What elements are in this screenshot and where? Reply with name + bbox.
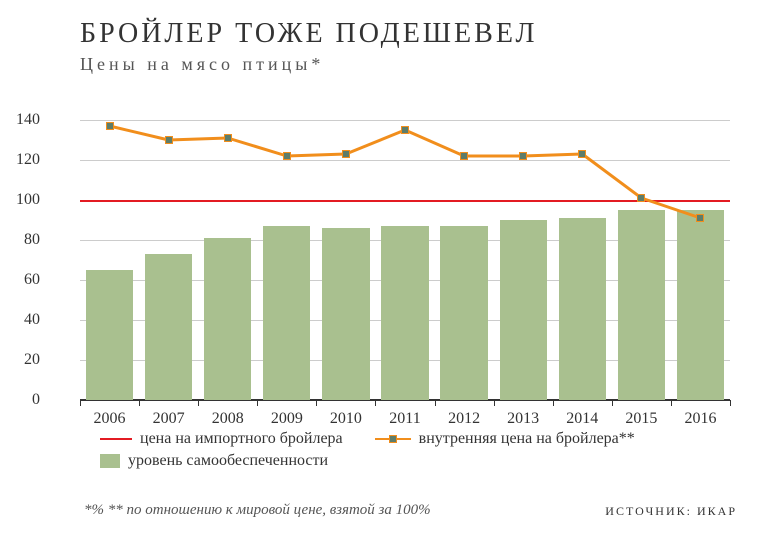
x-tick (375, 400, 376, 406)
line-marker (696, 214, 704, 222)
line-marker (401, 126, 409, 134)
source-prefix: ИСТОЧНИК: (605, 504, 697, 518)
x-axis-label: 2009 (271, 410, 303, 428)
line-marker (342, 150, 350, 158)
x-axis-label: 2016 (684, 410, 716, 428)
plot-area (80, 100, 730, 400)
x-tick (198, 400, 199, 406)
x-axis-label: 2008 (212, 410, 244, 428)
x-tick (316, 400, 317, 406)
legend-item-domestic: внутренняя цена на бройлера** (375, 430, 635, 448)
x-axis-label: 2011 (389, 410, 420, 428)
x-axis-label: 2012 (448, 410, 480, 428)
line-marker (224, 134, 232, 142)
line-marker (165, 136, 173, 144)
y-axis-label: 80 (0, 231, 40, 249)
line-marker (637, 194, 645, 202)
x-tick (257, 400, 258, 406)
chart-subtitle: Цены на мясо птицы* (80, 54, 324, 75)
line-marker (460, 152, 468, 160)
x-tick (730, 400, 731, 406)
legend-swatch-import (100, 438, 132, 440)
y-axis-label: 140 (0, 111, 40, 129)
x-axis-label: 2006 (94, 410, 126, 428)
legend-swatch-self (100, 454, 120, 468)
footnote: *% ** по отношению к мировой цене, взято… (84, 502, 684, 519)
legend: цена на импортного бройлера внутренняя ц… (100, 430, 740, 474)
x-tick (553, 400, 554, 406)
source-name: ИКАР (697, 504, 737, 518)
legend-item-import: цена на импортного бройлера (100, 430, 343, 448)
x-axis-label: 2015 (625, 410, 657, 428)
x-tick (80, 400, 81, 406)
y-axis-label: 120 (0, 151, 40, 169)
y-axis-label: 100 (0, 191, 40, 209)
x-axis-label: 2014 (566, 410, 598, 428)
x-axis-label: 2010 (330, 410, 362, 428)
chart-container: БРОЙЛЕР ТОЖЕ ПОДЕШЕВЕЛ Цены на мясо птиц… (0, 0, 767, 537)
chart-title: БРОЙЛЕР ТОЖЕ ПОДЕШЕВЕЛ (80, 18, 538, 50)
x-tick (139, 400, 140, 406)
legend-label-domestic: внутренняя цена на бройлера** (419, 430, 635, 448)
y-axis-label: 60 (0, 271, 40, 289)
line-series (80, 100, 730, 400)
x-tick (612, 400, 613, 406)
source: ИСТОЧНИК: ИКАР (605, 504, 737, 519)
legend-item-self: уровень самообеспеченности (100, 452, 328, 470)
line-marker (106, 122, 114, 130)
line-marker (578, 150, 586, 158)
y-axis-label: 20 (0, 351, 40, 369)
legend-label-import: цена на импортного бройлера (140, 430, 343, 448)
x-tick (494, 400, 495, 406)
y-axis-label: 40 (0, 311, 40, 329)
legend-swatch-domestic (375, 433, 411, 445)
x-axis-label: 2007 (153, 410, 185, 428)
line-marker (283, 152, 291, 160)
legend-label-self: уровень самообеспеченности (128, 452, 328, 470)
y-axis-label: 0 (0, 391, 40, 409)
x-tick (671, 400, 672, 406)
line-marker (519, 152, 527, 160)
x-tick (435, 400, 436, 406)
x-axis-label: 2013 (507, 410, 539, 428)
